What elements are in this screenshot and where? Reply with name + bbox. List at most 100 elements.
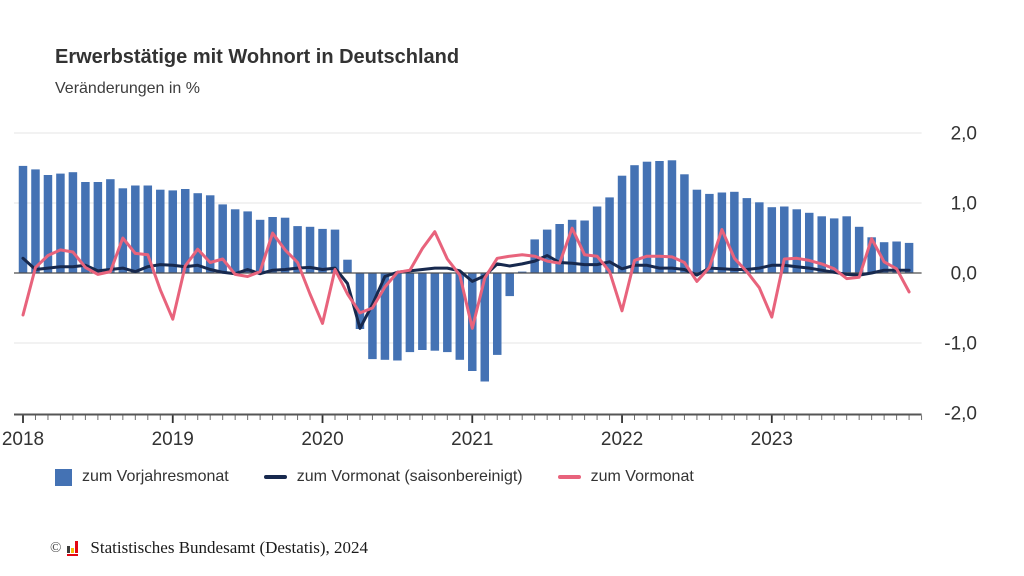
bar-vorjahresmonat xyxy=(143,185,153,273)
bar-vorjahresmonat xyxy=(243,211,252,273)
bar-vorjahresmonat xyxy=(517,271,527,273)
bar-vorjahresmonat xyxy=(56,173,65,273)
legend-label: zum Vorjahresmonat xyxy=(82,468,229,485)
copyright-symbol: © xyxy=(50,539,62,556)
bar-vorjahresmonat xyxy=(480,273,490,382)
bar-vorjahresmonat xyxy=(393,273,402,361)
bar-vorjahresmonat xyxy=(642,161,652,273)
bar-vorjahresmonat xyxy=(730,191,739,273)
x-axis-year-label: 2019 xyxy=(152,429,194,450)
bar-vorjahresmonat xyxy=(630,165,639,273)
destatis-logo-icon xyxy=(67,540,84,556)
legend-item-vorjahresmonat: zum Vorjahresmonat xyxy=(55,468,229,486)
bar-vorjahresmonat xyxy=(343,259,352,273)
bar-vorjahresmonat xyxy=(780,206,789,273)
bar-vorjahresmonat xyxy=(318,228,327,273)
bar-vorjahresmonat xyxy=(293,226,302,273)
x-axis-year-label: 2022 xyxy=(601,429,643,450)
x-axis-year-label: 2020 xyxy=(301,429,343,450)
legend-item-vormonat-saisonbereinigt: zum Vormonat (saisonbereinigt) xyxy=(263,468,523,486)
bar-vorjahresmonat xyxy=(280,217,290,273)
bar-vorjahresmonat xyxy=(131,185,140,273)
line-series-swatch-icon xyxy=(263,475,287,479)
x-axis-year-label: 2023 xyxy=(751,429,793,450)
bar-vorjahresmonat xyxy=(230,209,240,273)
page-title: Erwerbstätige mit Wohnort in Deutschland xyxy=(55,46,460,68)
bar-vorjahresmonat xyxy=(18,165,28,273)
employment-change-chart: 2018 2019 2020 2021 2022 2023 2,0 1,0 0,0 -1,0 -2,… xyxy=(2,124,977,451)
bar-vorjahresmonat xyxy=(792,209,802,273)
bar-vorjahresmonat xyxy=(305,226,315,273)
bar-vorjahresmonat xyxy=(767,207,777,273)
bar-vorjahresmonat xyxy=(93,182,103,273)
bar-vorjahresmonat xyxy=(892,241,901,273)
line-series-swatch-icon xyxy=(557,475,581,479)
bar-vorjahresmonat xyxy=(205,195,215,273)
bar-vorjahresmonat xyxy=(680,174,689,273)
bar-vorjahresmonat xyxy=(904,242,914,273)
bar-vorjahresmonat xyxy=(443,273,452,353)
bar-vorjahresmonat xyxy=(106,179,115,273)
x-axis-year-label: 2018 xyxy=(2,429,44,450)
y-axis-label: -2,0 xyxy=(944,404,977,425)
bar-vorjahresmonat xyxy=(355,273,365,329)
source-attribution: © Statistisches Bundesamt (Destatis), 20… xyxy=(50,538,368,558)
y-axis-label: -1,0 xyxy=(944,334,977,355)
legend-item-vormonat: zum Vormonat xyxy=(557,468,694,486)
bar-vorjahresmonat xyxy=(430,273,440,351)
bar-vorjahresmonat xyxy=(455,273,465,360)
bar-vorjahresmonat xyxy=(829,218,839,273)
bar-vorjahresmonat xyxy=(218,204,227,273)
bar-vorjahresmonat xyxy=(879,242,889,273)
bar-vorjahresmonat xyxy=(817,216,826,273)
bar-vorjahresmonat xyxy=(742,198,752,273)
bar-vorjahresmonat xyxy=(380,273,390,360)
bar-vorjahresmonat xyxy=(268,217,277,273)
bar-vorjahresmonat xyxy=(168,190,178,273)
bar-vorjahresmonat xyxy=(156,189,165,273)
bar-series-swatch-icon xyxy=(55,468,72,486)
bar-vorjahresmonat xyxy=(492,273,502,355)
bar-vorjahresmonat xyxy=(580,220,589,273)
bar-vorjahresmonat xyxy=(605,197,614,273)
line-vormonat-saisonbereinigt xyxy=(21,254,911,330)
bar-vorjahresmonat xyxy=(255,219,265,273)
bar-vorjahresmonat xyxy=(118,188,128,273)
bar-vorjahresmonat xyxy=(617,175,627,273)
bar-vorjahresmonat xyxy=(667,160,677,273)
bar-vorjahresmonat xyxy=(330,229,340,273)
bar-vorjahresmonat xyxy=(655,161,664,273)
bar-vorjahresmonat xyxy=(567,219,577,273)
bar-vorjahresmonat xyxy=(867,237,876,273)
bar-vorjahresmonat xyxy=(804,212,814,273)
x-axis-year-label: 2021 xyxy=(451,429,493,450)
bar-vorjahresmonat xyxy=(592,206,602,273)
bar-vorjahresmonat xyxy=(81,182,90,273)
legend-label: zum Vormonat xyxy=(590,468,694,485)
bar-vorjahresmonat xyxy=(31,169,40,273)
bar-vorjahresmonat xyxy=(180,189,190,273)
line-vormonat xyxy=(21,226,911,330)
y-axis-label: 1,0 xyxy=(951,194,977,215)
bar-vorjahresmonat xyxy=(505,273,514,297)
bar-vorjahresmonat xyxy=(555,224,564,273)
bar-vorjahresmonat xyxy=(854,226,864,273)
bar-vorjahresmonat xyxy=(542,229,552,273)
source-text: Statistisches Bundesamt (Destatis), 2024 xyxy=(90,538,369,557)
chart-legend: zum Vorjahresmonat zum Vormonat (saisonb… xyxy=(55,468,694,486)
bar-vorjahresmonat xyxy=(692,189,702,273)
bar-vorjahresmonat xyxy=(193,193,202,273)
bar-vorjahresmonat xyxy=(68,172,78,273)
y-axis-label: 2,0 xyxy=(951,124,977,145)
bar-vorjahresmonat xyxy=(842,216,851,273)
legend-label: zum Vormonat (saisonbereinigt) xyxy=(296,468,523,485)
page-subtitle: Veränderungen in % xyxy=(55,80,200,97)
bar-vorjahresmonat xyxy=(405,273,415,353)
bar-vorjahresmonat xyxy=(43,175,53,273)
bar-vorjahresmonat xyxy=(705,193,714,273)
bar-vorjahresmonat xyxy=(368,273,377,360)
bar-vorjahresmonat xyxy=(755,202,764,273)
bar-vorjahresmonat xyxy=(418,273,427,350)
y-axis-label: 0,0 xyxy=(951,264,977,285)
